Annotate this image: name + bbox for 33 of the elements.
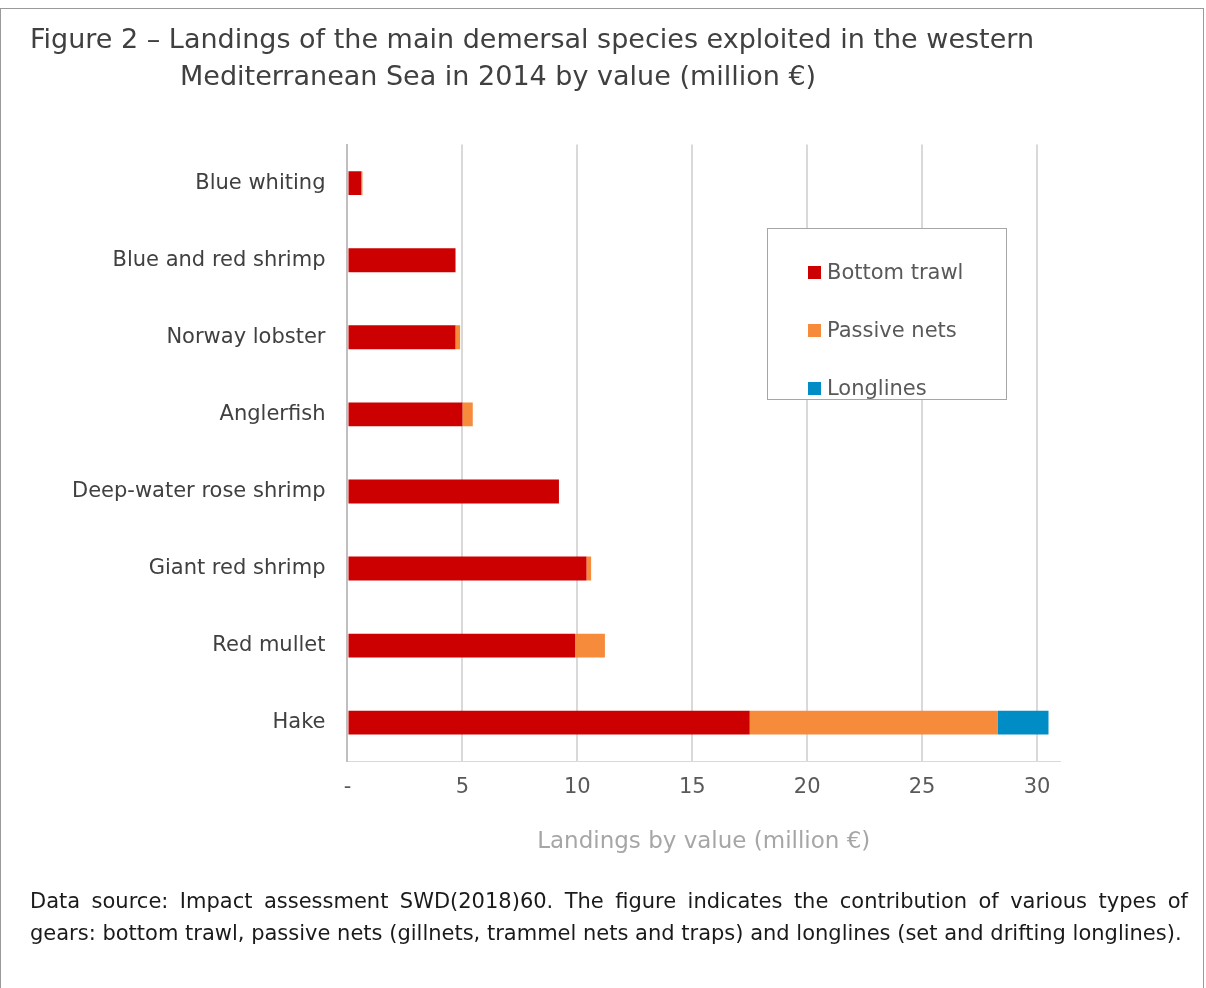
bar (348, 171, 362, 196)
bar (575, 633, 605, 658)
y-tick-label: Norway lobster (166, 323, 326, 348)
y-tick-label: Deep-water rose shrimp (71, 477, 326, 502)
x-axis-title: Landings by value (million €) (537, 827, 871, 854)
bar (348, 402, 463, 427)
bar (997, 710, 1049, 735)
y-tick-label: Blue whiting (195, 169, 326, 194)
source-note: Data source: Impact assessment SWD(2018)60. The figure indicates the contribution of various types of gears: bottom trawl, passive nets (gillnets, trammel nets and traps) and longlines (set and drifting longlines). (30, 888, 1188, 947)
x-tick-label: 30 (1023, 774, 1051, 799)
bar (348, 248, 456, 273)
x-tick-label: 10 (563, 774, 591, 799)
bar (348, 633, 576, 658)
legend-label: Passive nets (827, 318, 957, 342)
bar (348, 710, 750, 735)
x-tick-label: 25 (908, 774, 936, 799)
legend-label: Bottom trawl (827, 260, 964, 284)
y-tick-label: Anglerfish (219, 400, 326, 425)
chart-title: Figure 2 – Landings of the main demersal species exploited in the western Mediterranean Sea in 2014 by value (million €) (30, 22, 1035, 93)
legend-label: Longlines (827, 376, 927, 400)
x-tick-label: 20 (793, 774, 821, 799)
y-tick-label: Hake (272, 709, 326, 734)
y-tick-label: Red mullet (212, 632, 326, 657)
y-tick-label: Blue and red shrimp (112, 246, 326, 271)
bar (348, 556, 587, 581)
bar (348, 479, 559, 504)
x-tick-label: - (343, 774, 352, 799)
y-tick-label: Giant red shrimp (148, 554, 326, 579)
x-tick-label: 15 (678, 774, 706, 799)
bar (749, 710, 998, 735)
x-tick-label: 5 (455, 774, 470, 799)
bar (348, 325, 456, 350)
bar (462, 402, 473, 427)
